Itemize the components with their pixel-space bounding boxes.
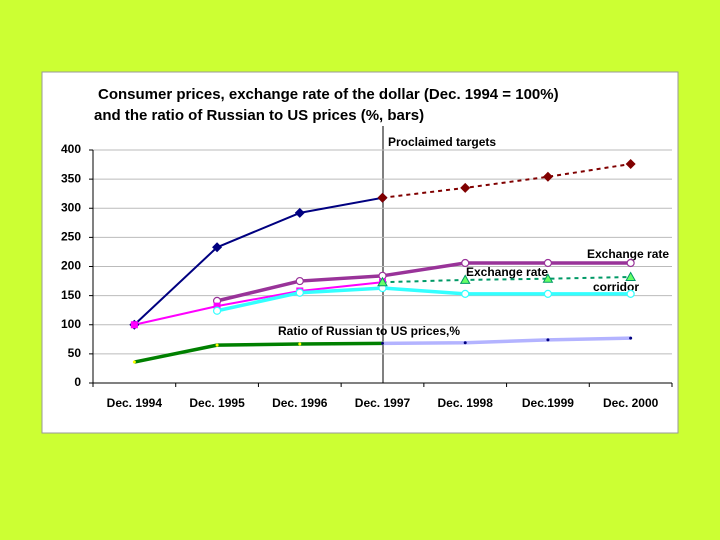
point [461, 258, 470, 268]
x-tick-label: Dec. 1998 [438, 396, 494, 410]
y-tick-label: 200 [61, 259, 81, 273]
point [542, 171, 553, 182]
y-tick-label: 250 [61, 230, 81, 244]
point [460, 182, 471, 193]
series-line [216, 286, 631, 313]
point [626, 258, 635, 268]
series-line [382, 162, 631, 199]
point [542, 273, 554, 283]
series-line [382, 275, 631, 284]
point [212, 306, 222, 315]
series-line [134, 281, 383, 326]
point [377, 276, 388, 287]
point [381, 341, 384, 345]
point [132, 360, 136, 364]
chart-title: and the ratio of Russian to US prices (%… [94, 107, 424, 124]
point [215, 343, 219, 347]
y-tick-label: 400 [61, 142, 81, 156]
series-line [382, 336, 631, 346]
chart-panel [41, 71, 679, 434]
point [625, 271, 636, 281]
point [459, 274, 471, 284]
y-tick-label: 300 [61, 200, 81, 214]
series-line [216, 261, 631, 303]
x-tick-label: Dec. 1996 [272, 396, 328, 410]
point [546, 338, 550, 342]
series-line [134, 341, 383, 364]
point [130, 321, 138, 329]
y-tick-label: 50 [68, 346, 82, 360]
y-tick-label: 350 [61, 171, 81, 185]
x-tick-label: Dec. 1995 [189, 396, 245, 410]
y-tick-label: 0 [74, 375, 81, 389]
x-tick-label: Dec. 2000 [603, 396, 659, 410]
point [461, 289, 470, 298]
point [543, 258, 553, 268]
point [298, 342, 302, 346]
point [625, 158, 636, 169]
annotation: Exchange rate [466, 265, 548, 279]
point [213, 302, 221, 310]
point [212, 242, 223, 253]
x-tick-label: Dec. 1997 [355, 396, 411, 410]
x-tick-label: Dec. 1994 [107, 396, 163, 410]
annotation: Exchange rate [587, 247, 669, 261]
point [377, 192, 388, 203]
point [294, 207, 305, 218]
y-tick-label: 100 [61, 317, 81, 331]
point [543, 289, 553, 298]
chart-title: Consumer prices, exchange rate of the do… [98, 86, 559, 103]
point [463, 341, 467, 345]
point [626, 289, 635, 298]
x-tick-label: Dec.1999 [522, 396, 574, 410]
series-line [133, 196, 383, 326]
annotation: Ratio of Russian to US prices,% [278, 324, 460, 338]
y-tick-label: 150 [61, 288, 81, 302]
point [295, 276, 304, 286]
point [629, 336, 633, 340]
annotation: Proclaimed targets [388, 135, 496, 149]
annotation: corridor [593, 280, 639, 294]
point [295, 288, 304, 297]
